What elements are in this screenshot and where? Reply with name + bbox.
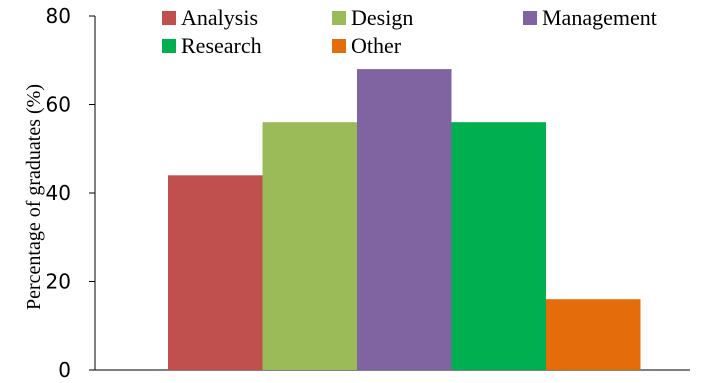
y-axis-title: Percentage of graduates (%)	[23, 84, 45, 310]
legend-label: Management	[542, 5, 657, 30]
legend-item-analysis: Analysis	[162, 5, 258, 30]
legend-item-research: Research	[162, 33, 262, 58]
y-tick-label: 0	[58, 358, 71, 378]
bar-management	[357, 69, 452, 370]
y-tick-label: 40	[46, 181, 71, 205]
y-tick-label: 20	[46, 270, 71, 294]
bar-research	[451, 122, 546, 370]
bar-analysis	[168, 175, 263, 370]
legend-swatch	[523, 11, 537, 25]
legend-swatch	[162, 11, 176, 25]
bar-other	[546, 299, 641, 370]
bar-design	[262, 122, 357, 370]
legend-label: Other	[351, 33, 402, 58]
legend-item-management: Management	[523, 5, 657, 30]
y-tick-label: 60	[46, 93, 71, 117]
legend-swatch	[162, 39, 176, 53]
legend-item-other: Other	[332, 33, 402, 58]
legend-swatch	[332, 39, 346, 53]
y-axis: 0 20 40 60 80	[46, 4, 96, 382]
bars	[168, 69, 641, 370]
legend-label: Design	[351, 5, 413, 30]
legend-label: Analysis	[181, 5, 258, 30]
legend-swatch	[332, 11, 346, 25]
legend: Analysis Design Management Research Other	[162, 5, 657, 58]
legend-label: Research	[181, 33, 262, 58]
y-tick-label: 80	[46, 4, 71, 28]
legend-item-design: Design	[332, 5, 413, 30]
